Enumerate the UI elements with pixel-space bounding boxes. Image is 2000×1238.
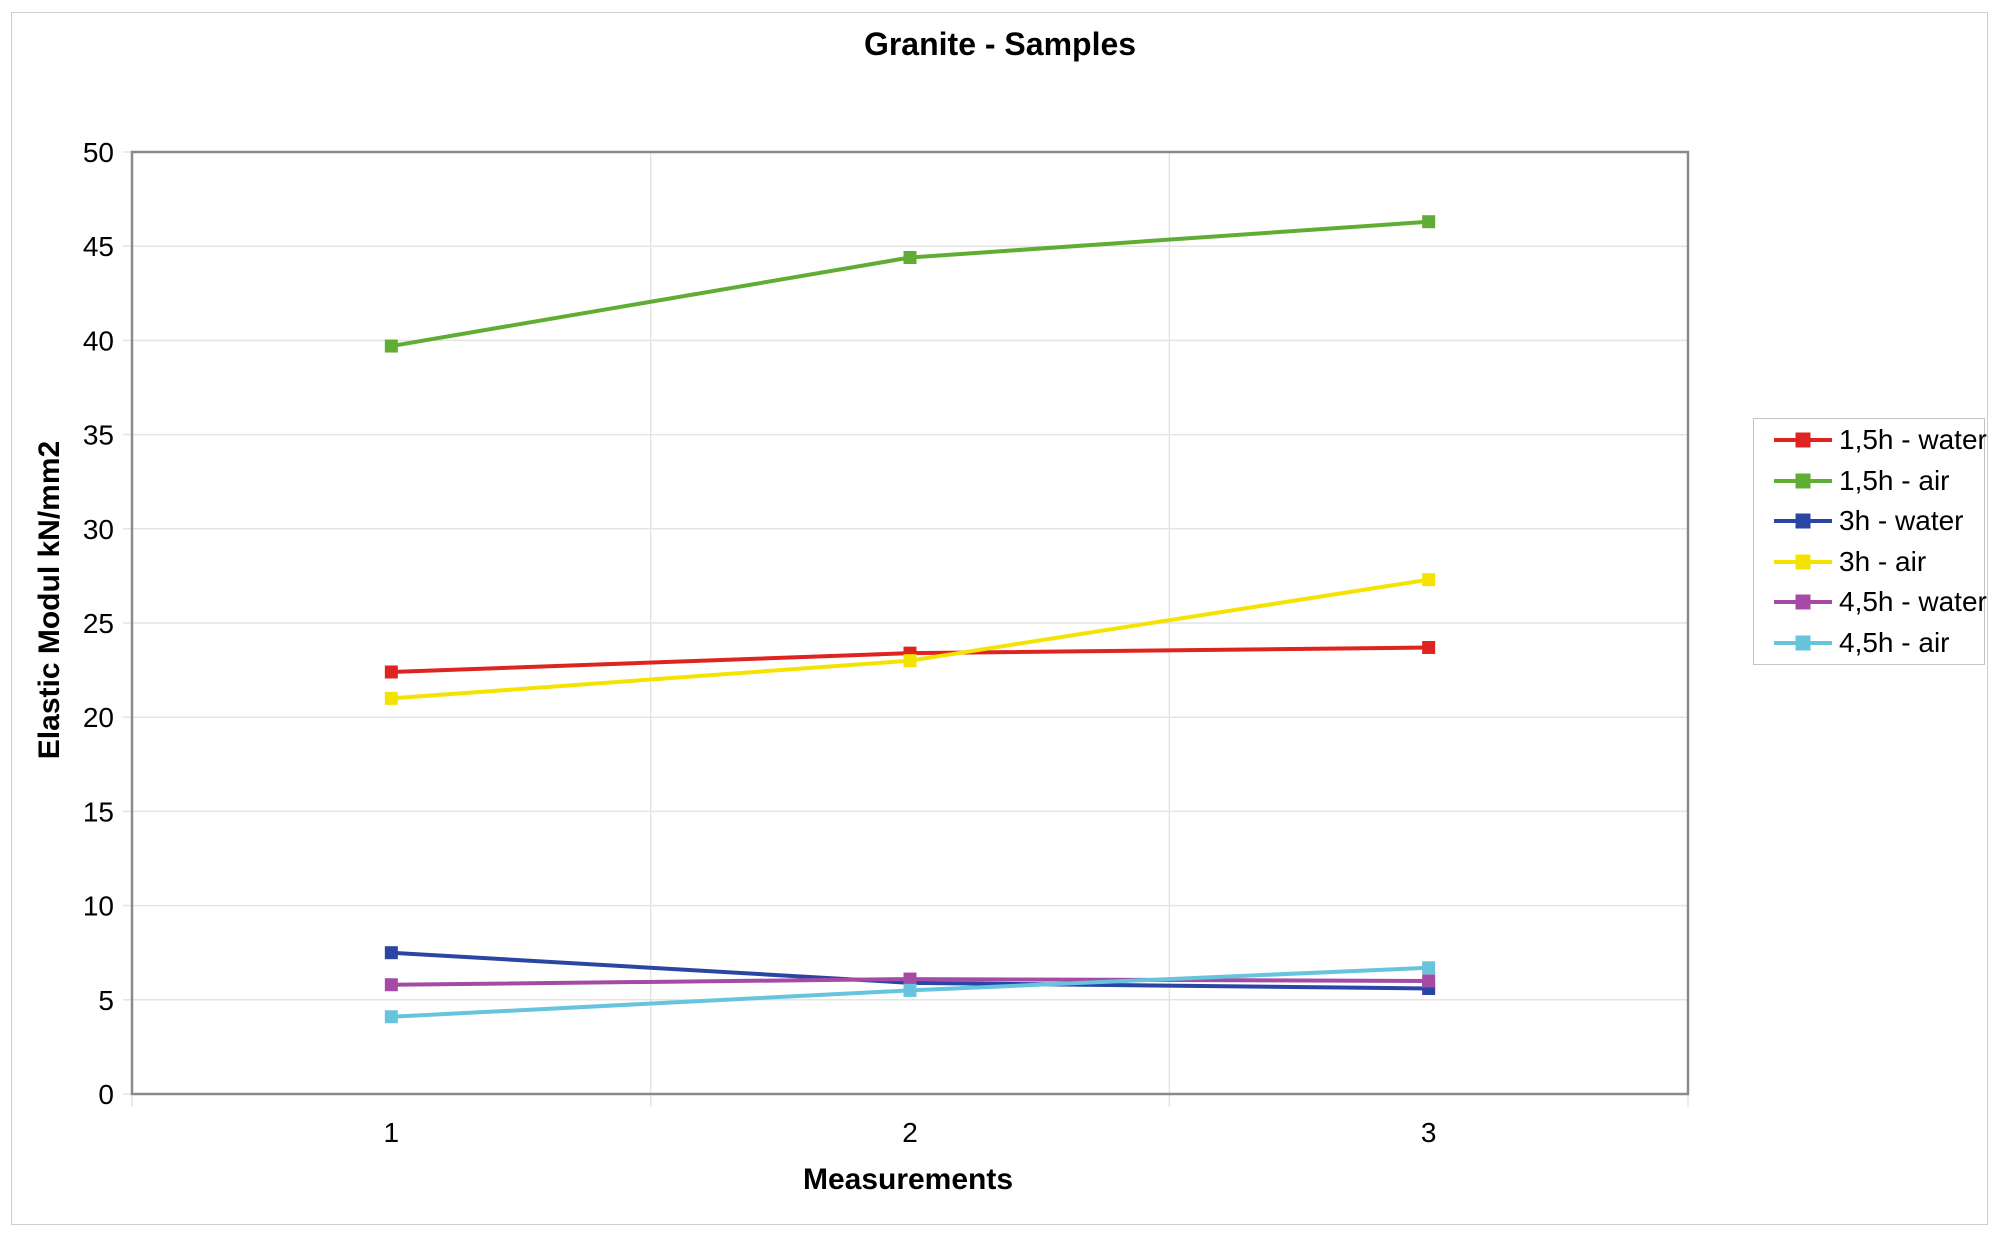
data-point-marker [903,251,917,265]
legend-entry: 3h - air [1774,543,1984,581]
legend-entry: 1,5h - water [1774,421,1987,459]
x-axis-title: Measurements [802,1163,1014,1196]
series-polyline [390,219,1429,349]
y-tick-label: 5 [98,985,114,1016]
legend-marker-icon [1795,594,1811,610]
series-polyline [391,577,1429,701]
y-tick-label: 0 [98,1079,114,1110]
x-tick-label: 2 [902,1117,918,1148]
legend-label: 4,5h - water [1839,586,1987,618]
x-tick-label: 3 [1421,1117,1437,1148]
legend-marker-icon [1795,554,1811,570]
legend-entry: 4,5h - water [1774,583,1987,621]
legend-swatch [1774,554,1832,570]
legend-swatch [1774,594,1832,610]
plot-border [130,150,1690,1096]
legend-label: 3h - water [1839,505,1964,537]
legend-swatch [1774,473,1832,489]
legend-marker-icon [1795,635,1811,651]
y-tick-label: 30 [83,514,114,545]
data-point-marker [1422,640,1436,654]
y-tick-label: 35 [83,420,114,451]
data-point-marker [903,972,917,986]
data-point-marker [903,983,917,997]
y-tick-label: 50 [83,137,114,168]
legend-swatch [1774,513,1832,529]
data-point-marker [1422,961,1436,975]
legend-marker-icon [1795,432,1811,448]
y-tick-label: 45 [83,231,114,262]
data-point-marker [1422,215,1436,229]
legend-entry: 4,5h - air [1774,624,1984,662]
y-tick-label: 15 [83,796,114,827]
data-point-marker [384,339,398,353]
legend-label: 1,5h - air [1839,464,1950,496]
legend-marker-icon [1795,513,1811,529]
chart-border-frame [11,12,1988,1225]
y-tick-label: 10 [83,891,114,922]
legend-marker-icon [1795,473,1811,489]
data-point-marker [903,654,917,668]
legend-label: 1,5h - water [1839,424,1987,456]
legend-label: 3h - air [1839,545,1927,577]
y-tick-label: 20 [83,702,114,733]
legend: 1,5h - water 1,5h - air 3h - water 3h - air… [1753,418,1987,665]
legend-swatch [1774,635,1832,651]
chart-title: Granite - Samples [863,26,1137,62]
legend-entry: 1,5h - air [1774,462,1984,500]
data-point-marker [384,691,398,705]
data-point-marker [384,665,398,679]
data-point-marker [1422,974,1436,988]
data-point-marker [384,978,398,992]
legend-swatch [1774,432,1832,448]
legend-label: 4,5h - air [1839,626,1950,658]
data-point-marker [384,946,398,960]
data-point-marker [384,1010,398,1024]
legend-entry: 3h - water [1774,502,1984,540]
y-tick-label: 25 [83,608,114,639]
y-tick-label: 40 [83,325,114,356]
data-point-marker [1422,573,1436,587]
x-tick-label: 1 [384,1117,400,1148]
